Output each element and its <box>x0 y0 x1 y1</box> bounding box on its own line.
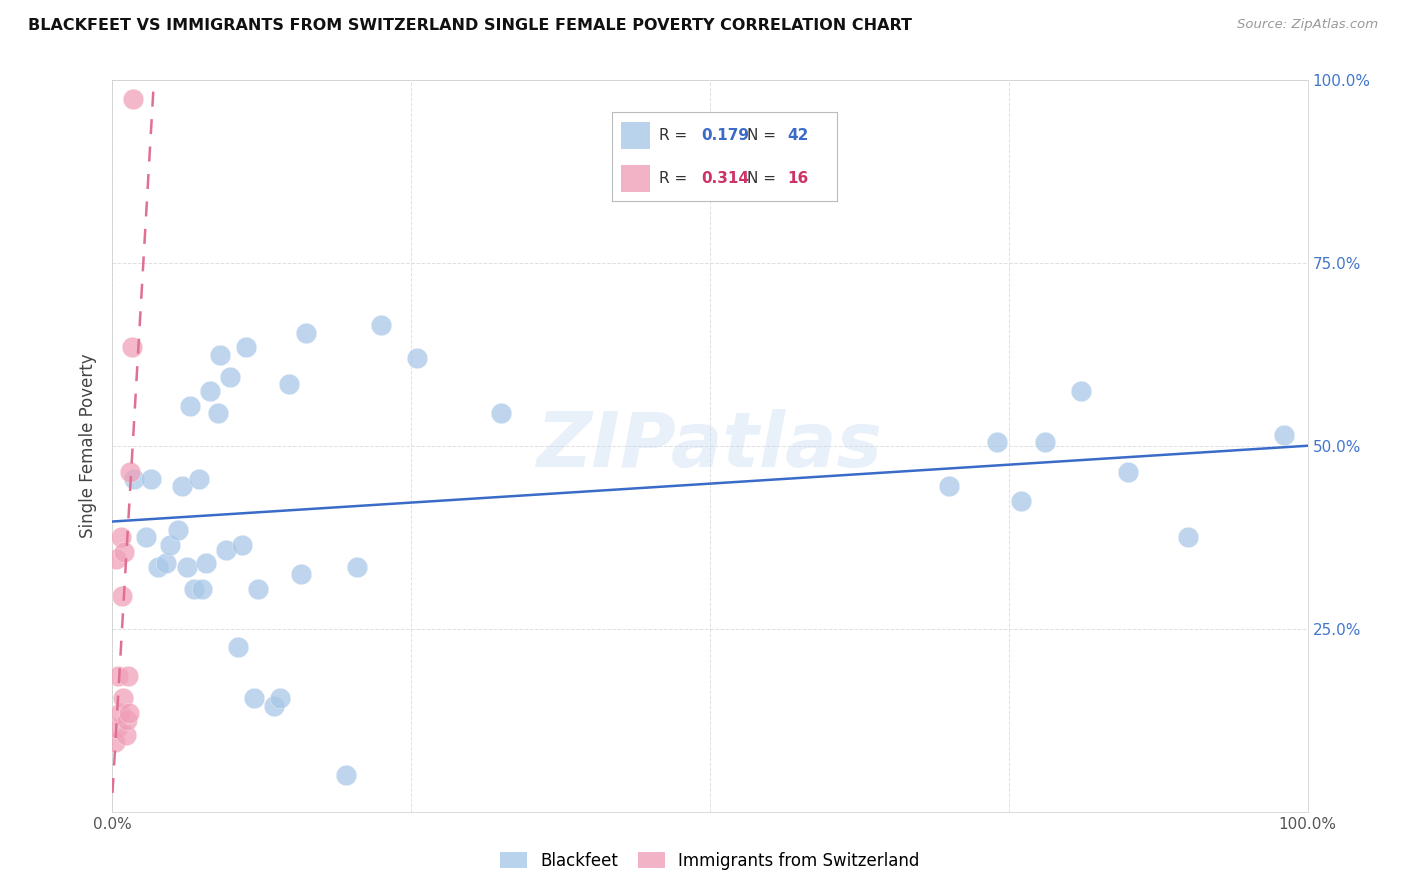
Point <box>406 351 429 366</box>
Point <box>290 567 312 582</box>
Point <box>986 435 1008 450</box>
Point <box>159 538 181 552</box>
Point <box>346 559 368 574</box>
Point <box>111 589 134 603</box>
Point <box>114 545 135 559</box>
Point <box>207 406 229 420</box>
Point <box>112 691 135 706</box>
Legend: Blackfeet, Immigrants from Switzerland: Blackfeet, Immigrants from Switzerland <box>494 846 927 877</box>
Point <box>938 479 960 493</box>
Point <box>114 728 136 742</box>
Point <box>200 384 222 399</box>
Point <box>278 376 301 391</box>
Point <box>105 721 128 735</box>
Point <box>105 552 128 566</box>
Point <box>489 406 512 420</box>
Point <box>263 698 285 713</box>
Point <box>108 706 131 720</box>
Point <box>110 530 132 544</box>
Point <box>247 582 270 596</box>
Text: Source: ZipAtlas.com: Source: ZipAtlas.com <box>1237 18 1378 31</box>
Point <box>242 691 264 706</box>
Point <box>120 465 142 479</box>
FancyBboxPatch shape <box>620 122 650 149</box>
Point <box>121 340 143 354</box>
Text: N =: N = <box>747 171 776 186</box>
Text: BLACKFEET VS IMMIGRANTS FROM SWITZERLAND SINGLE FEMALE POVERTY CORRELATION CHART: BLACKFEET VS IMMIGRANTS FROM SWITZERLAND… <box>28 18 912 33</box>
Point <box>235 340 257 354</box>
Point <box>118 706 141 720</box>
Point <box>146 559 169 574</box>
Point <box>1177 530 1199 544</box>
Point <box>183 582 205 596</box>
Point <box>191 582 214 596</box>
Point <box>167 523 190 537</box>
Point <box>269 691 291 706</box>
Point <box>115 714 138 728</box>
Point <box>179 399 201 413</box>
Text: R =: R = <box>659 171 688 186</box>
Text: ZIPatlas: ZIPatlas <box>537 409 883 483</box>
Point <box>121 92 143 106</box>
Text: R =: R = <box>659 128 688 143</box>
Point <box>135 530 157 544</box>
Point <box>104 735 127 749</box>
Point <box>218 369 240 384</box>
FancyBboxPatch shape <box>620 165 650 192</box>
Text: 0.314: 0.314 <box>702 171 749 186</box>
Point <box>117 669 139 683</box>
Point <box>122 472 145 486</box>
Point <box>1033 435 1056 450</box>
Point <box>208 348 231 362</box>
Point <box>139 472 162 486</box>
Point <box>194 556 217 570</box>
Text: 42: 42 <box>787 128 808 143</box>
Text: 0.179: 0.179 <box>702 128 749 143</box>
Point <box>155 556 177 570</box>
Point <box>170 479 193 493</box>
Point <box>231 538 253 552</box>
Point <box>215 542 238 557</box>
Point <box>107 669 129 683</box>
Point <box>226 640 249 655</box>
Point <box>1069 384 1091 399</box>
Point <box>1272 428 1295 442</box>
Point <box>1010 494 1032 508</box>
Y-axis label: Single Female Poverty: Single Female Poverty <box>79 354 97 538</box>
Point <box>187 472 209 486</box>
Point <box>176 559 198 574</box>
Point <box>335 768 357 782</box>
Point <box>370 318 392 333</box>
Point <box>295 326 318 340</box>
Text: N =: N = <box>747 128 776 143</box>
Point <box>1116 465 1139 479</box>
Text: 16: 16 <box>787 171 808 186</box>
